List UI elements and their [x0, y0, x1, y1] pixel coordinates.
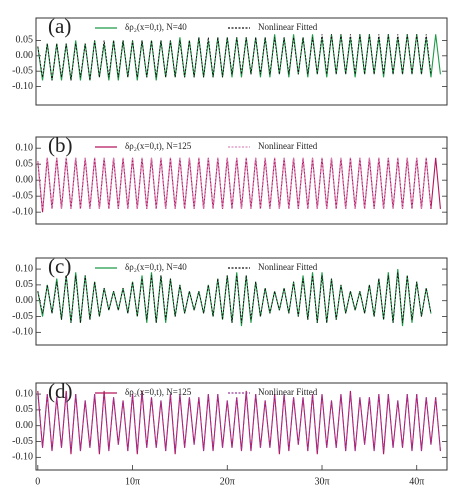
- panel-label: (c): [48, 254, 71, 278]
- panel: 0.05 0.00 -0.05 -0.10 δρ₂(x=0,t), N=40 Nonlin…: [12, 14, 448, 106]
- plot-area: [37, 157, 441, 213]
- y-tick-label: 0.00: [16, 174, 34, 185]
- panel-frame: [35, 17, 448, 106]
- panel-frame: [35, 382, 448, 471]
- y-tick-label: 0.10: [16, 142, 34, 153]
- y-tick-label: 0.00: [16, 295, 34, 306]
- y-tick-label: 0.00: [16, 420, 34, 431]
- legend-text: δρ₂(x=0,t), N=40: [125, 22, 187, 32]
- y-tick-label: 0.05: [16, 35, 34, 46]
- series-line: [37, 272, 432, 323]
- legend-text: Nonlinear Fitted: [258, 141, 318, 151]
- y-tick-label: 0.00: [16, 50, 34, 61]
- legend-text: Nonlinear Fitted: [258, 22, 318, 32]
- plot-area: [37, 269, 432, 327]
- x-tick-label: 40π: [409, 476, 424, 487]
- panel: 0.10 0.05 0.00 -0.05 -0.10 0 10π 20π 30π 40π δρ₂(x…: [12, 379, 448, 487]
- panel: 0.10 0.05 0.00 -0.05 -0.10 δρ₂(x=0,t), N=40 No…: [12, 254, 448, 346]
- legend-text: δρ₂(x=0,t), N=125: [125, 141, 192, 151]
- y-tick-label: 0.05: [16, 279, 34, 290]
- plot-area: [37, 390, 441, 455]
- y-tick-label: -0.05: [12, 311, 33, 322]
- legend-text: δρ₂(x=0,t), N=125: [125, 387, 192, 397]
- panel-label: (b): [48, 133, 73, 157]
- x-tick-label: 10π: [125, 476, 140, 487]
- legend-text: δρ₂(x=0,t), N=40: [125, 262, 187, 272]
- y-tick-label: -0.10: [12, 327, 33, 338]
- y-tick-label: 0.05: [16, 404, 34, 415]
- y-tick-label: 0.10: [16, 388, 34, 399]
- legend-text: Nonlinear Fitted: [258, 387, 318, 397]
- panel-frame: [35, 136, 448, 225]
- series-line: [37, 157, 441, 213]
- y-tick-label: 0.10: [16, 263, 34, 274]
- y-tick-label: -0.05: [12, 65, 33, 76]
- plot-area: [37, 34, 441, 81]
- series-line: [37, 394, 441, 452]
- series-line: [37, 157, 432, 210]
- y-tick-label: -0.10: [12, 81, 33, 92]
- panel-frame: [35, 257, 448, 346]
- panel-label: (a): [48, 14, 71, 38]
- y-tick-label: -0.10: [12, 206, 33, 217]
- legend-text: Nonlinear Fitted: [258, 262, 318, 272]
- y-tick-label: 0.05: [16, 158, 34, 169]
- x-tick-label: 20π: [220, 476, 235, 487]
- y-tick-label: -0.05: [12, 436, 33, 447]
- y-tick-label: -0.10: [12, 452, 33, 463]
- panel: 0.10 0.05 0.00 -0.05 -0.10 δρ₂(x=0,t), N=125 N…: [12, 133, 448, 225]
- y-tick-label: -0.05: [12, 190, 33, 201]
- panel-label: (d): [48, 379, 73, 403]
- x-tick-label: 0: [35, 476, 40, 487]
- x-tick-label: 30π: [314, 476, 329, 487]
